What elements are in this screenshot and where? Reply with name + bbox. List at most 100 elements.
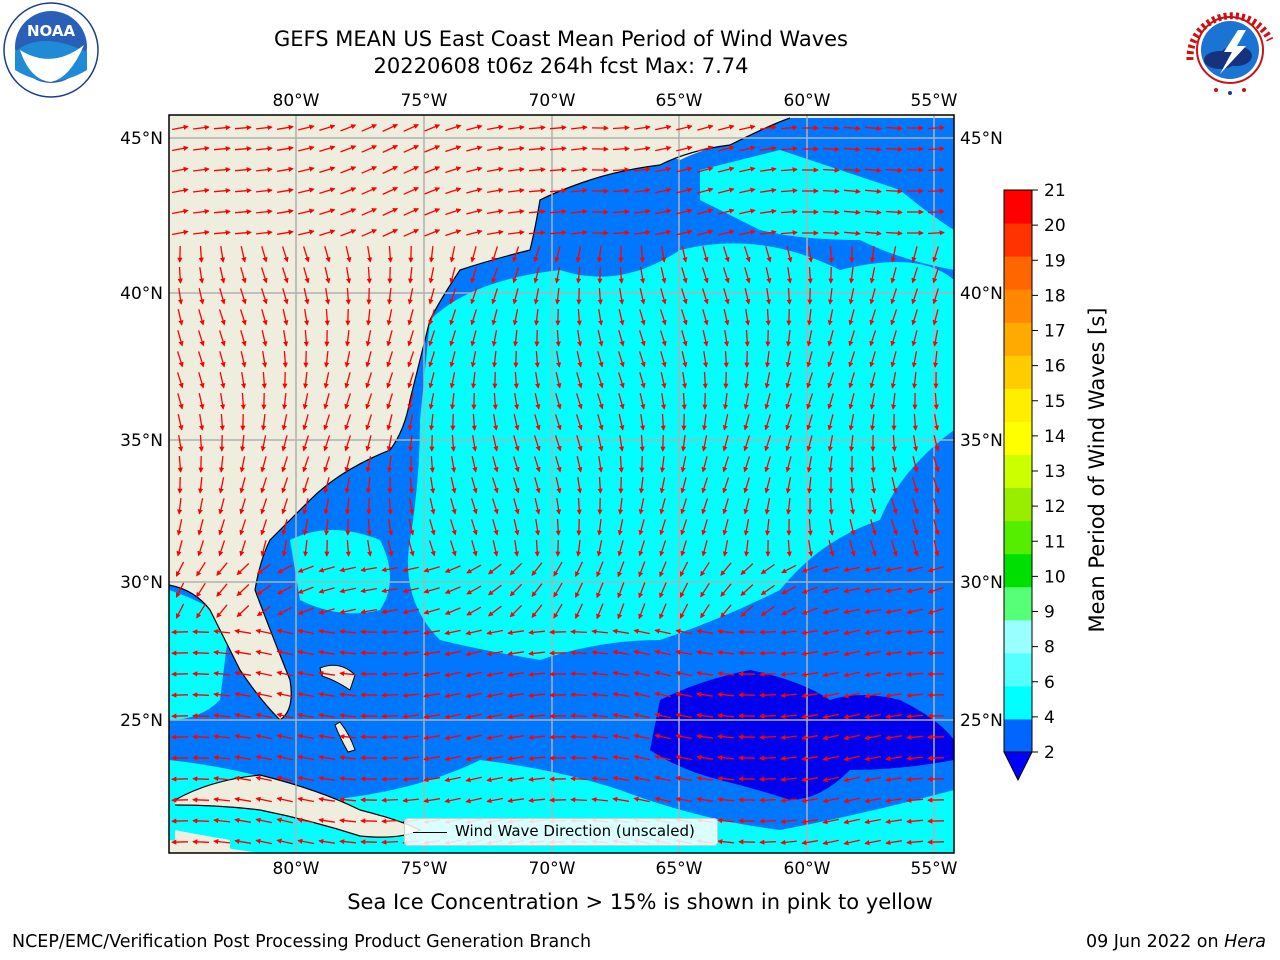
wind-wave-arrow	[323, 414, 331, 431]
wind-wave-arrow	[870, 498, 877, 515]
wind-wave-arrow	[303, 540, 309, 557]
wind-wave-arrow	[932, 477, 940, 494]
wind-wave-arrow	[764, 477, 771, 494]
wind-wave-arrow	[848, 309, 855, 326]
wind-wave-arrow	[890, 519, 898, 536]
wind-wave-arrow	[617, 582, 625, 599]
wind-wave-arrow	[659, 456, 666, 473]
wind-wave-arrow	[618, 435, 625, 452]
wind-wave-arrow	[213, 146, 231, 152]
run-date: 09 Jun 2022 on Hera	[1086, 932, 1266, 952]
wind-wave-arrow	[869, 330, 877, 347]
wind-wave-arrow	[303, 267, 310, 284]
wind-wave-arrow	[843, 188, 861, 194]
wind-wave-arrow	[617, 519, 624, 536]
wind-wave-arrow	[429, 246, 435, 263]
wind-wave-arrow	[466, 606, 482, 616]
wind-wave-arrow	[885, 230, 903, 236]
wind-wave-arrow	[318, 566, 335, 573]
wind-wave-arrow	[890, 351, 897, 368]
wind-wave-arrow	[890, 371, 897, 389]
wind-wave-arrow	[906, 734, 924, 740]
wind-wave-arrow	[681, 267, 688, 284]
wind-wave-arrow	[424, 229, 441, 237]
wind-wave-arrow	[660, 288, 667, 305]
wind-wave-arrow	[555, 477, 562, 494]
wind-wave-arrow	[760, 229, 777, 236]
wind-wave-arrow	[486, 629, 504, 636]
wind-wave-arrow	[508, 124, 525, 131]
wind-wave-arrow	[785, 351, 792, 368]
wind-wave-arrow	[827, 434, 834, 452]
wind-wave-arrow	[387, 456, 393, 473]
wind-wave-arrow	[759, 734, 777, 740]
colorbar-ticks: 21 20 19 18 17 16 15 14 13 12 11 10 9 8 6 4 2	[1032, 181, 1066, 763]
wind-wave-arrow	[596, 561, 604, 578]
colorbar-segment	[1004, 487, 1032, 522]
wind-wave-arrow	[702, 330, 709, 347]
wind-wave-arrow	[927, 146, 945, 152]
wind-wave-arrow	[234, 712, 252, 718]
wind-wave-arrow	[276, 187, 294, 193]
wind-wave-arrow	[366, 477, 372, 494]
wind-wave-arrow	[408, 540, 415, 557]
wind-wave-arrow	[512, 309, 519, 326]
wind-wave-arrow	[554, 435, 562, 452]
wind-wave-arrow	[528, 692, 546, 698]
wind-wave-arrow	[198, 267, 205, 284]
wind-wave-arrow	[387, 540, 394, 557]
wind-wave-arrow	[780, 734, 797, 740]
wind-wave-arrow	[365, 456, 372, 473]
wind-wave-arrow	[239, 477, 246, 494]
wind-wave-arrow	[318, 712, 335, 719]
wind-wave-arrow	[531, 562, 543, 576]
wind-wave-arrow	[240, 435, 246, 452]
wind-wave-arrow	[297, 649, 315, 656]
wind-wave-arrow	[239, 540, 247, 557]
wind-wave-arrow	[340, 208, 357, 216]
wind-wave-arrow	[849, 476, 855, 494]
wind-wave-arrow	[196, 582, 206, 598]
wind-wave-arrow	[555, 498, 562, 515]
wind-wave-arrow	[934, 413, 940, 431]
wind-wave-arrow	[701, 435, 708, 452]
wind-wave-arrow	[381, 755, 399, 761]
wind-wave-arrow	[407, 372, 415, 389]
wind-wave-arrow	[318, 691, 335, 698]
wind-wave-arrow	[513, 435, 520, 452]
wind-wave-arrow	[638, 351, 646, 368]
wind-wave-arrow	[428, 540, 436, 557]
wind-wave-arrow	[239, 288, 247, 305]
wind-wave-arrow	[781, 606, 797, 616]
wind-wave-arrow	[676, 187, 693, 194]
wind-wave-arrow	[864, 671, 882, 678]
wind-wave-arrow	[175, 603, 185, 619]
wind-wave-arrow	[871, 476, 877, 494]
wind-wave-arrow	[303, 372, 309, 389]
wind-wave-arrow	[701, 288, 709, 305]
wind-wave-arrow	[176, 372, 184, 389]
wind-wave-arrow	[718, 145, 735, 152]
wind-wave-arrow	[465, 734, 482, 741]
wind-wave-arrow	[932, 267, 940, 284]
wind-wave-arrow	[576, 435, 583, 452]
wind-wave-arrow	[597, 246, 603, 263]
wind-wave-arrow	[764, 435, 772, 452]
wind-wave-arrow	[570, 713, 588, 719]
wind-wave-arrow	[885, 650, 902, 657]
wind-wave-arrow	[697, 229, 714, 236]
wind-wave-arrow	[178, 434, 184, 452]
wind-wave-arrow	[177, 309, 184, 326]
wind-wave-arrow	[339, 713, 357, 719]
wind-wave-arrow	[722, 519, 729, 536]
wind-wave-arrow	[513, 371, 519, 389]
wind-wave-arrow	[634, 187, 651, 194]
wind-wave-arrow	[785, 476, 792, 494]
wind-wave-arrow	[450, 393, 456, 410]
wind-wave-arrow	[822, 587, 839, 594]
wind-wave-arrow	[634, 229, 651, 236]
wind-wave-arrow	[864, 146, 882, 152]
wind-wave-arrow	[612, 628, 630, 634]
wind-wave-arrow	[639, 372, 646, 389]
wind-wave-arrow	[655, 166, 672, 173]
